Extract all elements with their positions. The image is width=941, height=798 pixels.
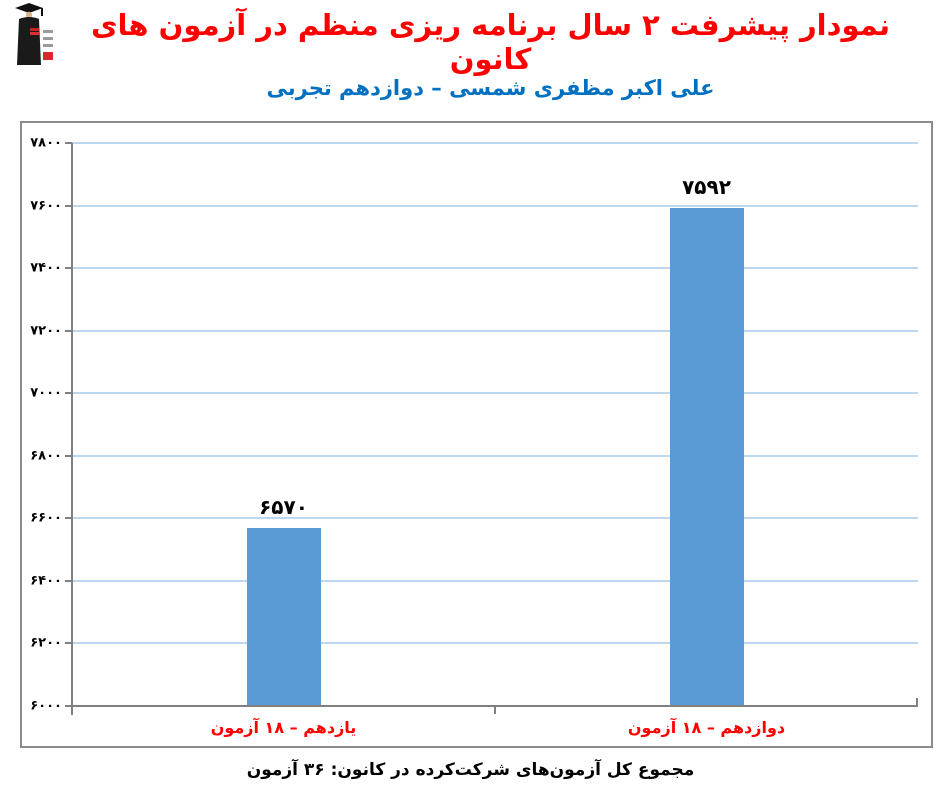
y-axis-tick	[65, 142, 72, 144]
y-axis-tick	[65, 329, 72, 332]
gridline	[72, 454, 918, 457]
gridline	[72, 579, 918, 582]
y-tick-label: ۶۰۰۰	[30, 698, 62, 714]
y-axis-tick	[65, 392, 72, 395]
kanoon-logo	[10, 3, 54, 67]
gridline	[72, 329, 918, 332]
y-tick-label: ۷۲۰۰	[30, 323, 62, 339]
y-axis-line	[71, 143, 73, 715]
bar-value-label: ۶۵۷۰	[259, 494, 308, 519]
x-axis-tick	[494, 707, 496, 714]
y-axis-tick	[65, 705, 72, 707]
gridline	[72, 392, 918, 395]
y-axis-tick	[65, 267, 72, 270]
y-tick-label: ۶۴۰۰	[30, 573, 62, 589]
y-axis-tick	[65, 579, 72, 582]
gridline	[72, 267, 918, 270]
y-axis-tick	[65, 454, 72, 457]
total-exams-note: مجموع کل آزمون‌های شرکت‌کرده در کانون: ۳…	[246, 760, 695, 780]
gridline	[72, 642, 918, 645]
gridline	[72, 142, 918, 144]
bar	[246, 527, 321, 705]
bar-value-label: ۷۵۹۲	[682, 175, 731, 200]
gridline	[72, 204, 918, 207]
plot-area: ۷۸۰۰ ۷۶۰۰ ۷۴۰۰ ۷۲۰۰ ۷۰۰۰ ۶۸۰۰ ۶۶۰۰ ۶۴۰۰ ۶۲۰۰ ۶۰۰۰…	[22, 123, 931, 746]
chart-title: نمودار پیشرفت ۲ سال برنامه ریزی منظم در …	[90, 8, 891, 76]
graduate-figure-icon	[15, 3, 53, 65]
x-category-label: یازدهم – ۱۸ آزمون	[210, 718, 357, 737]
y-tick-label: ۶۲۰۰	[30, 635, 62, 651]
y-axis-tick	[65, 204, 72, 207]
gridline	[72, 517, 918, 520]
y-tick-label: ۷۸۰۰	[30, 135, 62, 151]
bar	[669, 208, 744, 705]
x-category-label: دوازدهم – ۱۸ آزمون	[627, 718, 786, 737]
chart-subtitle: علی اکبر مظفری شمسی – دوازدهم تجربی	[266, 76, 715, 100]
y-tick-label: ۶۸۰۰	[30, 448, 62, 464]
y-axis-tick	[65, 517, 72, 520]
y-tick-label: ۷۴۰۰	[30, 260, 62, 276]
x-axis-line	[72, 705, 918, 707]
y-tick-label: ۷۶۰۰	[30, 198, 62, 214]
chart-area: ۷۸۰۰ ۷۶۰۰ ۷۴۰۰ ۷۲۰۰ ۷۰۰۰ ۶۸۰۰ ۶۶۰۰ ۶۴۰۰ ۶۲۰۰ ۶۰۰۰…	[20, 121, 933, 748]
y-tick-label: ۶۶۰۰	[30, 510, 62, 526]
y-axis-tick	[65, 642, 72, 645]
y-tick-label: ۷۰۰۰	[30, 385, 62, 401]
x-axis-tick	[916, 698, 918, 706]
